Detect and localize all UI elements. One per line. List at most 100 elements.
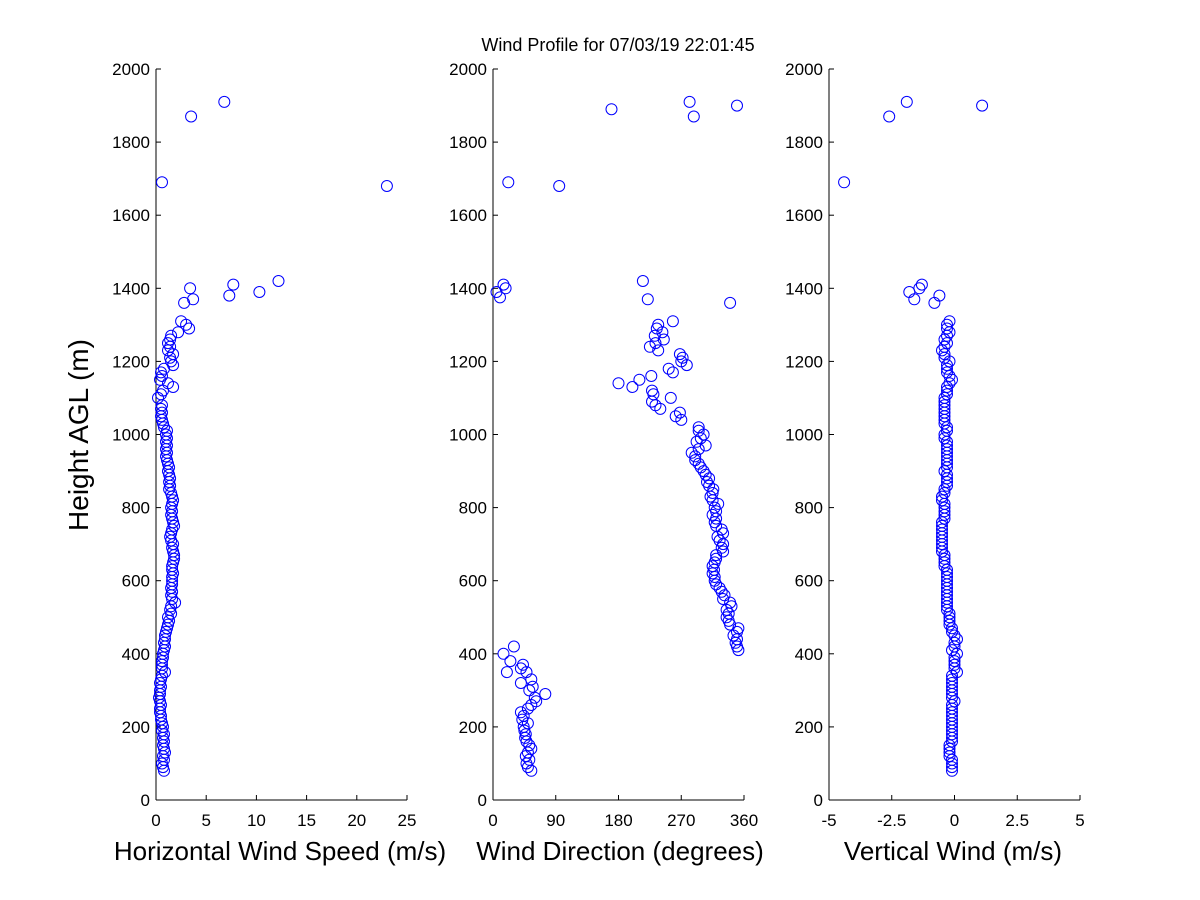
data-point xyxy=(633,373,646,386)
x-tick-label: 15 xyxy=(297,811,316,830)
y-tick-label: 200 xyxy=(459,718,487,737)
data-point xyxy=(500,666,513,679)
data-point xyxy=(155,366,167,379)
data-point xyxy=(507,640,520,653)
data-point xyxy=(946,625,958,638)
data-point xyxy=(159,666,171,679)
y-tick-label: 400 xyxy=(122,645,150,664)
y-tick-label: 1400 xyxy=(785,279,823,298)
data-point xyxy=(187,293,200,306)
data-point xyxy=(938,348,951,361)
data-point xyxy=(938,487,951,499)
y-tick-label: 800 xyxy=(795,499,823,518)
y-tick-label: 1800 xyxy=(112,133,150,152)
y-tick-label: 1400 xyxy=(112,279,150,298)
data-point xyxy=(169,596,182,609)
data-point xyxy=(692,457,705,470)
data-point xyxy=(941,362,953,375)
data-point xyxy=(692,421,705,434)
y-tick-label: 1800 xyxy=(785,133,823,152)
x-tick-label: 25 xyxy=(398,811,417,830)
data-point xyxy=(685,446,698,459)
y-tick-label: 0 xyxy=(478,791,487,810)
x-tick-label: 5 xyxy=(201,811,210,830)
data-point xyxy=(943,607,956,620)
data-point xyxy=(943,315,956,328)
data-point xyxy=(938,465,951,478)
data-point xyxy=(514,706,527,719)
x-tick-label: 360 xyxy=(730,811,758,830)
data-point xyxy=(938,501,951,514)
data-point xyxy=(272,275,285,287)
data-point xyxy=(946,761,958,774)
data-point xyxy=(689,450,702,463)
data-point xyxy=(706,487,719,499)
data-point xyxy=(732,622,745,635)
data-point xyxy=(172,326,185,339)
data-point xyxy=(701,476,713,488)
data-point xyxy=(943,739,956,752)
x-tick-label: 20 xyxy=(347,811,366,830)
data-point xyxy=(915,278,928,291)
data-point xyxy=(710,552,723,565)
y-tick-label: 600 xyxy=(459,572,487,591)
y-tick-label: 1000 xyxy=(112,426,150,445)
y-tick-label: 800 xyxy=(459,499,487,518)
data-point xyxy=(913,282,926,295)
data-point xyxy=(652,344,665,357)
y-tick-label: 800 xyxy=(122,499,150,518)
y-tick-label: 0 xyxy=(814,791,823,810)
data-point xyxy=(941,567,953,580)
data-point xyxy=(161,424,173,437)
data-point xyxy=(636,275,649,287)
data-point xyxy=(612,377,625,390)
data-point xyxy=(941,366,953,379)
data-point xyxy=(227,278,240,291)
data-point xyxy=(943,611,956,624)
data-point xyxy=(223,289,236,302)
x-axis-label-horizontal-wind-speed: Horizontal Wind Speed (m/s) xyxy=(114,836,446,866)
x-tick-label: 2.5 xyxy=(1005,811,1029,830)
x-tick-label: 0 xyxy=(488,811,497,830)
panel-vertical-wind: Vertical Wind (m/s) 0 200 400 600 800 1000 120… xyxy=(785,60,1085,866)
y-tick-label: 600 xyxy=(122,572,150,591)
data-point xyxy=(941,322,953,335)
x-tick-label: 0 xyxy=(151,811,160,830)
x-tick-label: -5 xyxy=(821,811,836,830)
data-point xyxy=(943,746,956,759)
data-point xyxy=(521,702,534,715)
y-tick-label: 1200 xyxy=(112,352,150,371)
data-point xyxy=(683,95,696,108)
data-point xyxy=(646,384,658,397)
data-point xyxy=(689,454,702,467)
data-point xyxy=(936,519,948,532)
x-axis-label-wind-direction: Wind Direction (degrees) xyxy=(476,836,764,866)
panel-horizontal-wind-speed: Horizontal Wind Speed (m/s) 020040060080… xyxy=(112,60,446,866)
data-point xyxy=(938,395,951,408)
data-point xyxy=(707,483,720,496)
y-tick-label: 600 xyxy=(795,572,823,591)
y-tick-label: 1200 xyxy=(785,352,823,371)
y-tick-label: 1000 xyxy=(449,426,487,445)
data-point xyxy=(687,110,700,123)
data-point xyxy=(938,340,951,353)
data-point xyxy=(948,658,961,671)
x-tick-label: 90 xyxy=(546,811,565,830)
data-point xyxy=(497,647,510,660)
data-point xyxy=(162,611,174,624)
data-point xyxy=(502,176,515,189)
data-point xyxy=(218,95,231,108)
data-point xyxy=(662,362,675,375)
y-axis-label: Height AGL (m) xyxy=(63,339,94,531)
data-point xyxy=(641,293,654,306)
data-point xyxy=(664,391,677,404)
data-point xyxy=(162,377,174,390)
data-point xyxy=(941,388,953,401)
y-tick-label: 1600 xyxy=(449,206,487,225)
data-point xyxy=(605,103,618,116)
data-point xyxy=(936,490,948,503)
data-point xyxy=(553,180,566,192)
x-tick-label: 270 xyxy=(667,811,695,830)
